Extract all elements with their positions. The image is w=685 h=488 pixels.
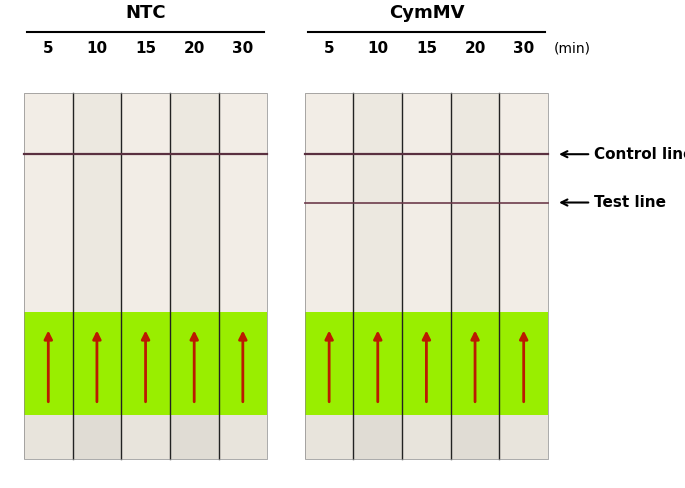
Bar xyxy=(402,312,451,415)
Text: Control line: Control line xyxy=(561,147,685,162)
Bar xyxy=(24,415,73,459)
Bar xyxy=(353,415,402,459)
Bar xyxy=(451,312,499,415)
Bar xyxy=(451,93,499,312)
Text: 10: 10 xyxy=(367,41,388,56)
Bar xyxy=(73,312,121,415)
Text: 10: 10 xyxy=(86,41,108,56)
Bar xyxy=(353,312,402,415)
Text: 30: 30 xyxy=(513,41,534,56)
Bar xyxy=(305,415,353,459)
Bar xyxy=(73,415,121,459)
Bar xyxy=(219,312,267,415)
Bar xyxy=(499,312,548,415)
Text: CymMV: CymMV xyxy=(388,4,464,22)
Bar xyxy=(402,415,451,459)
Bar xyxy=(219,93,267,312)
Text: 20: 20 xyxy=(184,41,205,56)
Bar xyxy=(219,415,267,459)
Bar xyxy=(24,93,267,459)
Bar xyxy=(170,312,219,415)
Bar xyxy=(305,93,548,459)
Bar xyxy=(499,415,548,459)
Text: 30: 30 xyxy=(232,41,253,56)
Bar xyxy=(402,93,451,312)
Bar xyxy=(451,415,499,459)
Text: NTC: NTC xyxy=(125,4,166,22)
Text: 20: 20 xyxy=(464,41,486,56)
Bar xyxy=(121,415,170,459)
Text: 5: 5 xyxy=(324,41,334,56)
Bar xyxy=(24,93,73,312)
Bar xyxy=(121,93,170,312)
Text: (min): (min) xyxy=(553,42,590,56)
Bar xyxy=(73,93,121,312)
Bar xyxy=(353,93,402,312)
Bar xyxy=(305,93,353,312)
Bar xyxy=(170,415,219,459)
Bar xyxy=(121,312,170,415)
Bar xyxy=(305,312,353,415)
Text: 5: 5 xyxy=(43,41,53,56)
Bar xyxy=(499,93,548,312)
Bar xyxy=(170,93,219,312)
Text: Test line: Test line xyxy=(561,195,666,210)
Text: 15: 15 xyxy=(135,41,156,56)
Bar xyxy=(24,312,73,415)
Text: 15: 15 xyxy=(416,41,437,56)
